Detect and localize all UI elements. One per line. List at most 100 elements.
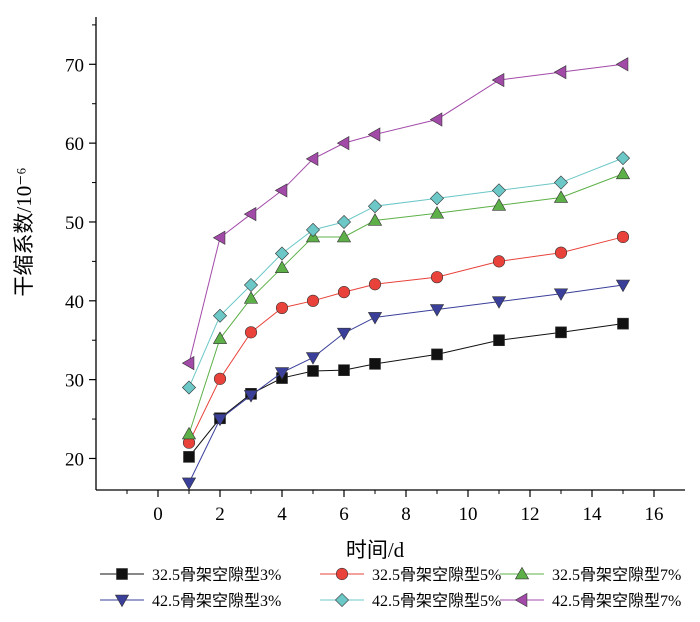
- data-point: [553, 288, 569, 301]
- data-point: [367, 127, 381, 142]
- data-point: [305, 352, 321, 365]
- legend-item: 42.5骨架空隙型5%: [320, 592, 501, 610]
- data-point: [181, 426, 197, 440]
- legend-item: 32.5骨架空隙型7%: [500, 566, 681, 584]
- data-point: [212, 230, 226, 245]
- y-tick-label: 50: [65, 213, 84, 234]
- legend-label: 42.5骨架空隙型5%: [372, 592, 501, 610]
- data-point: [274, 183, 288, 198]
- data-point: [491, 296, 507, 309]
- legend-marker: [116, 568, 128, 580]
- data-point: [274, 260, 290, 273]
- series-5: [181, 151, 631, 395]
- data-point: [305, 222, 321, 237]
- data-point: [243, 390, 259, 403]
- data-point: [305, 151, 319, 167]
- legend-item: 42.5骨架空隙型7%: [500, 592, 681, 610]
- data-point: [336, 229, 352, 243]
- x-tick-label: 8: [401, 504, 411, 525]
- data-point: [183, 451, 195, 463]
- y-tick-label: 60: [65, 134, 84, 155]
- data-point: [615, 151, 631, 166]
- data-point: [617, 317, 629, 330]
- y-tick-label: 70: [65, 55, 84, 76]
- legend-label: 42.5骨架空隙型3%: [152, 592, 281, 610]
- y-tick-label: 40: [65, 292, 84, 313]
- data-point: [306, 294, 320, 307]
- legend-label: 32.5骨架空隙型5%: [372, 566, 501, 584]
- data-point: [553, 65, 567, 80]
- x-tick-label: 10: [459, 504, 478, 525]
- data-point: [492, 255, 506, 268]
- legend-item: 32.5骨架空隙型3%: [100, 566, 281, 584]
- data-point: [337, 286, 351, 299]
- data-point: [244, 326, 258, 339]
- data-point: [555, 326, 567, 339]
- legend: 32.5骨架空隙型3% 32.5骨架空隙型5% 32.5骨架空隙型7% 42.5骨架空…: [100, 566, 681, 610]
- data-point: [367, 312, 383, 325]
- legend-label: 42.5骨架空隙型7%: [552, 592, 681, 610]
- series-line: [188, 284, 624, 484]
- data-point: [554, 246, 568, 259]
- data-point: [615, 279, 631, 293]
- data-point: [429, 206, 445, 219]
- series-3: [181, 166, 631, 440]
- x-tick-label: 16: [645, 504, 664, 525]
- legend-label: 32.5骨架空隙型3%: [152, 566, 281, 584]
- data-point: [491, 183, 507, 198]
- data-point: [213, 372, 227, 385]
- data-point: [181, 477, 197, 491]
- data-point: [212, 331, 228, 344]
- legend-item: 32.5骨架空隙型5%: [320, 566, 501, 584]
- legend-label: 32.5骨架空隙型7%: [552, 566, 681, 584]
- data-point: [212, 413, 228, 427]
- data-point: [336, 327, 352, 341]
- legend-marker: [335, 567, 349, 581]
- data-point: [243, 206, 257, 222]
- data-point: [338, 364, 350, 376]
- series-2: [182, 230, 630, 449]
- legend-item: 42.5骨架空隙型3%: [100, 592, 281, 610]
- series-4: [181, 279, 631, 491]
- series-line: [188, 236, 624, 443]
- data-point: [616, 230, 630, 244]
- data-point: [491, 72, 505, 88]
- legend-marker: [114, 594, 130, 608]
- data-point: [430, 271, 444, 284]
- data-point: [429, 304, 445, 317]
- x-tick-label: 0: [153, 504, 163, 525]
- data-point: [615, 57, 629, 72]
- data-point: [275, 301, 289, 314]
- data-point: [243, 278, 259, 293]
- legend-marker: [514, 566, 530, 580]
- data-point: [336, 214, 352, 229]
- x-tick-label: 14: [583, 504, 603, 525]
- data-point: [429, 191, 445, 206]
- data-point: [181, 380, 197, 395]
- data-point: [553, 190, 569, 203]
- y-axis-label: 干缩系数/10⁻⁶: [12, 167, 36, 296]
- data-point: [243, 291, 259, 304]
- data-point: [367, 213, 383, 226]
- legend-marker: [514, 592, 528, 608]
- data-point: [493, 334, 505, 347]
- data-point: [431, 348, 443, 361]
- data-point: [307, 365, 319, 377]
- y-tick-label: 30: [65, 371, 84, 392]
- legend-marker: [334, 592, 350, 608]
- data-point: [491, 198, 507, 211]
- y-tick-label: 20: [65, 449, 84, 470]
- data-point: [429, 112, 443, 127]
- series-layer: [181, 57, 631, 491]
- data-point: [336, 136, 350, 151]
- data-point: [274, 246, 290, 261]
- series-6: [181, 57, 629, 371]
- x-tick-label: 4: [277, 504, 287, 525]
- data-point: [367, 199, 383, 214]
- data-point: [181, 355, 195, 371]
- data-point: [369, 358, 381, 370]
- data-point: [368, 278, 382, 291]
- series-line: [188, 157, 624, 388]
- x-tick-label: 12: [521, 504, 540, 525]
